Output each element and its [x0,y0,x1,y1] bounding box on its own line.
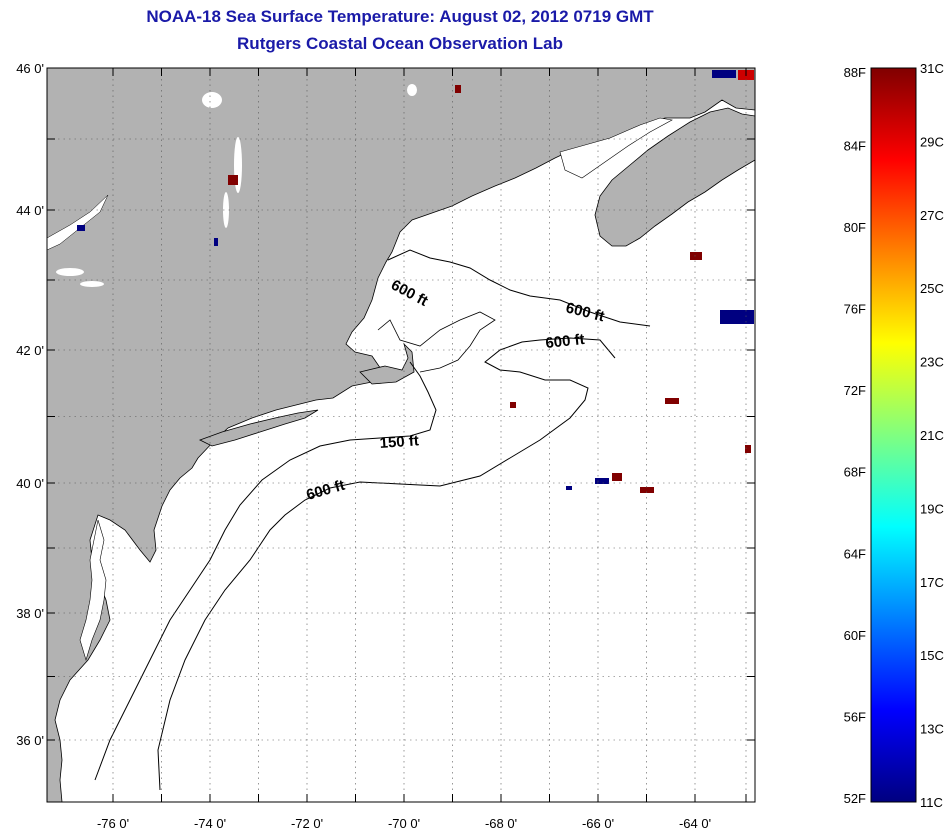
lake [223,192,229,228]
lat-tick-label: 42 0' [16,343,44,358]
colorbar-c-label: 29C [920,134,944,149]
colorbar-c-label: 31C [920,61,944,76]
land-nova-scotia [594,107,755,247]
colorbar-c-label: 27C [920,208,944,223]
sst-pixel [455,85,461,93]
sst-pixel [595,478,609,484]
sst-pixel [612,473,622,481]
lake-river [47,194,109,251]
sst-pixel [77,225,85,231]
colorbar-c-label: 23C [920,355,944,370]
contour-label: 600 ft [545,331,586,352]
colorbar-f-label: 76F [844,302,866,317]
colorbar-c-label: 15C [920,648,944,663]
sst-pixel [214,238,218,246]
lake [407,84,417,96]
colorbar-f-label: 80F [844,220,866,235]
colorbar-f-label: 68F [844,465,866,480]
isobath-150ft [94,361,437,781]
land-cape-cod [359,342,415,385]
colorbar-c-label: 11C [920,795,943,810]
colorbar-labels: 31C 29C 27C 25C 23C 21C 19C 17C 15C 13C 11C 88F 84F 8… [844,61,944,810]
land-long-island [198,409,319,447]
colorbar-c-label: 25C [920,281,944,296]
colorbar-f-label: 84F [844,138,866,153]
isobath-gulf-inner [377,311,496,373]
sst-pixel [712,70,736,78]
lake [56,268,84,276]
sst-pixel [720,310,754,324]
lon-tick-label: -72 0' [291,816,323,831]
sst-pixel [745,445,751,453]
sst-pixel [566,486,572,490]
colorbar-f-label: 60F [844,628,866,643]
chesapeake-bay [79,519,107,662]
colorbar-gradient [870,67,917,803]
sst-pixel [228,175,238,185]
colorbar-f-label: 56F [844,709,866,724]
colorbar-c-label: 21C [920,428,944,443]
lon-tick-label: -66 0' [582,816,614,831]
lat-tick-label: 38 0' [16,606,44,621]
lat-tick-label: 46 0' [16,61,44,76]
map-title: NOAA-18 Sea Surface Temperature: August … [146,7,654,26]
lat-tick-label: 36 0' [16,733,44,748]
colorbar: 31C 29C 27C 25C 23C 21C 19C 17C 15C 13C 11C 88F 84F 8… [844,61,944,810]
colorbar-f-label: 52F [844,791,866,806]
colorbar-c-label: 13C [920,722,944,737]
lake [80,281,104,287]
axis-ticks: -76 0' -74 0' -72 0' -70 0' -68 0' -66 0' -64 … [16,61,755,831]
contour-label: 150 ft [379,432,419,452]
colorbar-c-label: 17C [920,575,944,590]
sst-pixel [665,398,679,404]
lat-tick-label: 44 0' [16,203,44,218]
map-subtitle: Rutgers Coastal Ocean Observation Lab [237,34,563,53]
colorbar-c-label: 19C [920,501,944,516]
map-frame [46,67,756,803]
colorbar-f-label: 88F [844,65,866,80]
lake [202,92,222,108]
lon-tick-label: -76 0' [97,816,129,831]
sst-pixel [640,487,654,493]
isobath-600ft-gulf [387,249,651,327]
colorbar-f-label: 64F [844,546,866,561]
bay-of-fundy [559,117,673,179]
lon-tick-label: -70 0' [388,816,420,831]
lon-tick-label: -74 0' [194,816,226,831]
lon-tick-label: -64 0' [679,816,711,831]
lat-tick-label: 40 0' [16,476,44,491]
sst-pixel [510,402,516,408]
graticule [47,67,755,802]
sst-pixel [690,252,702,260]
isobath-600ft [157,337,616,791]
colorbar-f-label: 72F [844,383,866,398]
lon-tick-label: -68 0' [485,816,517,831]
